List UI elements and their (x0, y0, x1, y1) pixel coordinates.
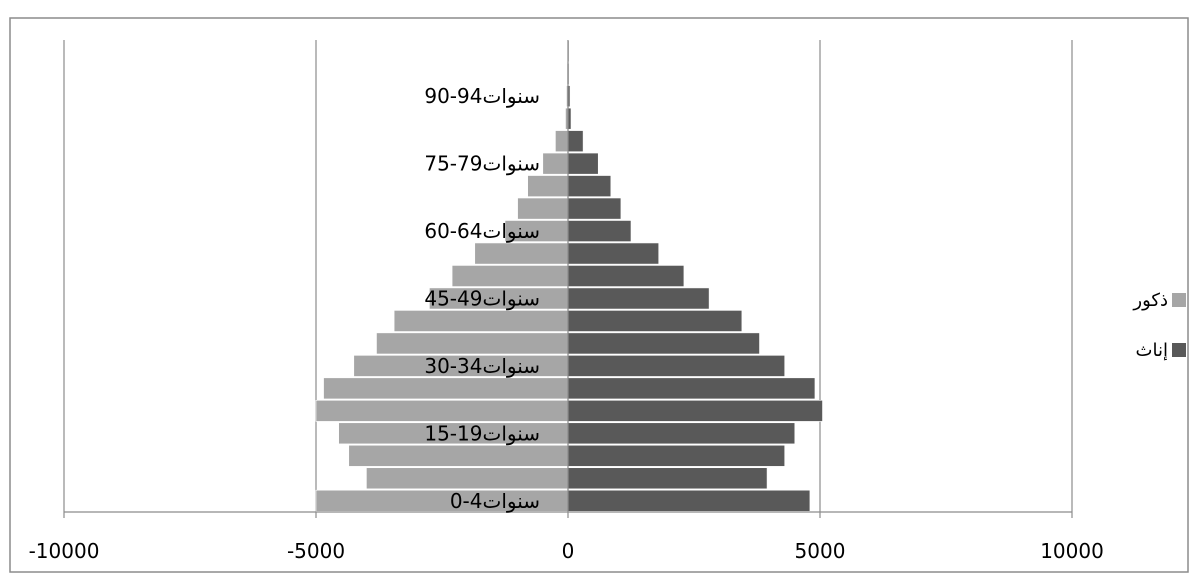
bar-male (451, 265, 569, 287)
bar-male (393, 310, 569, 332)
legend-swatch (1172, 293, 1186, 307)
bar-female (567, 489, 811, 512)
bar-male (323, 377, 569, 400)
bar-female (567, 332, 760, 355)
bar-female (567, 220, 632, 242)
x-tick-label: 10000 (1040, 539, 1104, 563)
legend: ذكور إناث (1132, 290, 1186, 361)
category-label: 45-49سنوات (424, 286, 540, 310)
category-label: 15-19سنوات (424, 421, 540, 445)
category-label: 0-4سنوات (450, 489, 540, 513)
bars (315, 40, 823, 512)
bar-male (527, 175, 569, 197)
bar-female (567, 399, 823, 422)
bar-female (567, 287, 710, 310)
bar-male (542, 152, 569, 175)
bar-male (517, 197, 569, 220)
bar-male (348, 444, 569, 467)
category-label: 60-64سنوات (424, 219, 540, 243)
x-tick-label: -10000 (29, 539, 100, 563)
bar-female (567, 310, 743, 332)
bar-male (315, 399, 569, 422)
legend-swatch (1172, 343, 1186, 357)
category-labels: 0-4سنوات 15-19سنوات 30-34سنوات 45-49سنوات 60… (424, 84, 540, 513)
bar-male (555, 130, 569, 153)
bar-female (567, 444, 786, 467)
bar-female (567, 355, 786, 377)
bar-female (567, 152, 599, 175)
bar-female (567, 377, 816, 400)
bar-female (567, 175, 612, 197)
bar-male (366, 467, 569, 490)
x-tick-label: -5000 (287, 539, 345, 563)
category-label: 75-79سنوات (424, 152, 540, 176)
bar-male (376, 332, 569, 355)
bar-female (567, 130, 584, 153)
legend-label: ذكور (1132, 290, 1168, 311)
bar-female (567, 422, 796, 445)
x-tick-label: 0 (562, 539, 575, 563)
bar-female (567, 265, 685, 287)
category-label: 90-94سنوات (424, 84, 540, 108)
category-label: 30-34سنوات (424, 354, 540, 378)
x-tick-label: 5000 (795, 539, 846, 563)
bar-male (474, 242, 569, 265)
x-axis: -10000 -5000 0 5000 10000 (29, 40, 1104, 563)
legend-label: إناث (1136, 340, 1168, 361)
bar-female (567, 242, 660, 265)
bar-female (567, 197, 622, 220)
bar-female (567, 467, 768, 490)
